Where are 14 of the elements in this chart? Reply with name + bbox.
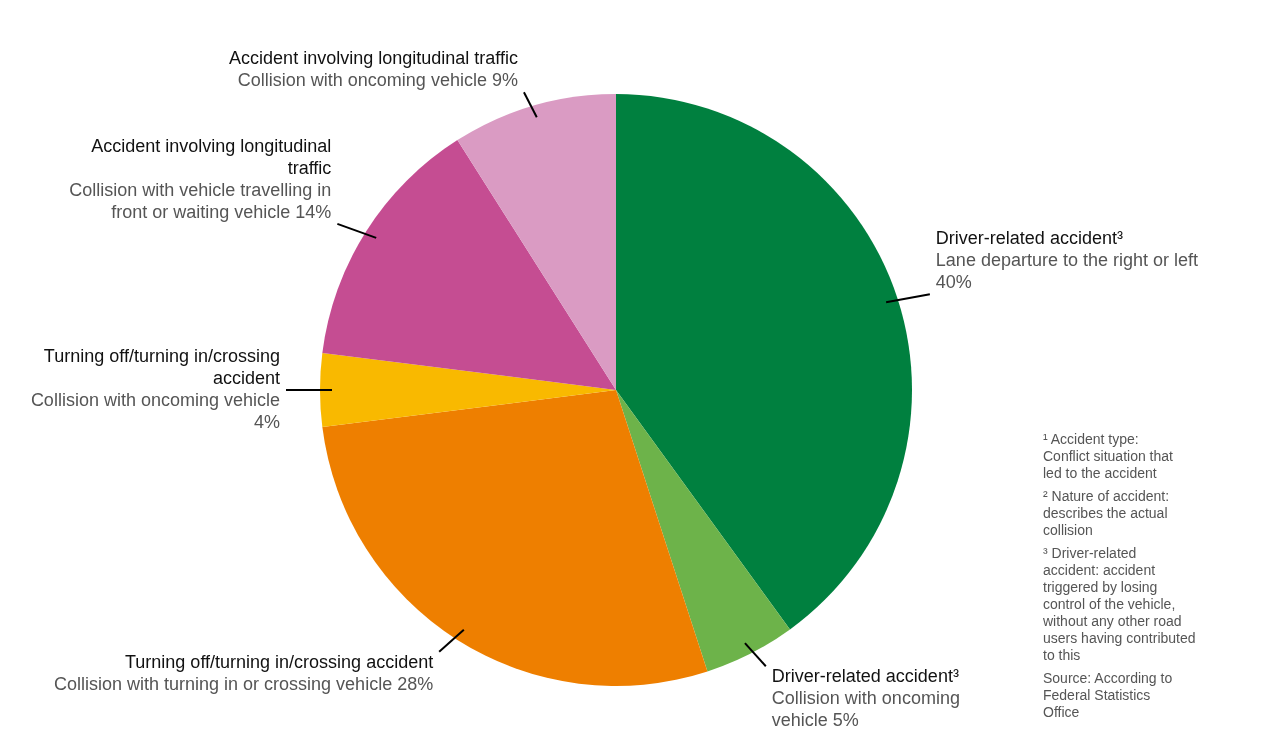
data-label: 40% [935,272,972,293]
text: ¹ Accident type: Conflict situation that led to the accident [1043,431,1174,481]
slice-label: Driver-related accident³ Lane departure to the right or left [935,228,1199,271]
text: ³ Driver-related accident: accident triggered by losing control of the vehicle, without any other road users having contributed to this [1042,545,1196,663]
source-note: Source: According to Federal Statistics Office [1043,670,1173,720]
slice-label: Accident involving longitudinal traffic Collision with vehicle travelling in front or waiting vehicle 14% [69,135,332,222]
slice-label: Turning off/turning in/crossing accident Collision with turning in or crossing vehicle 28% [53,651,434,694]
data-label: 4% [253,412,280,432]
slice-label: Turning off/turning in/crossing accident Collision with oncoming vehicle [30,346,280,410]
slice-label: Accident involving longitudinal traffic Collision with oncoming vehicle 9% [229,48,518,91]
pie-slice [616,94,912,630]
text: ² Nature of accident: describes the actual collision [1043,488,1170,538]
pie-slice [457,94,616,390]
slice-label: Driver-related accident³ Collision with oncoming vehicle 5% [771,666,960,731]
